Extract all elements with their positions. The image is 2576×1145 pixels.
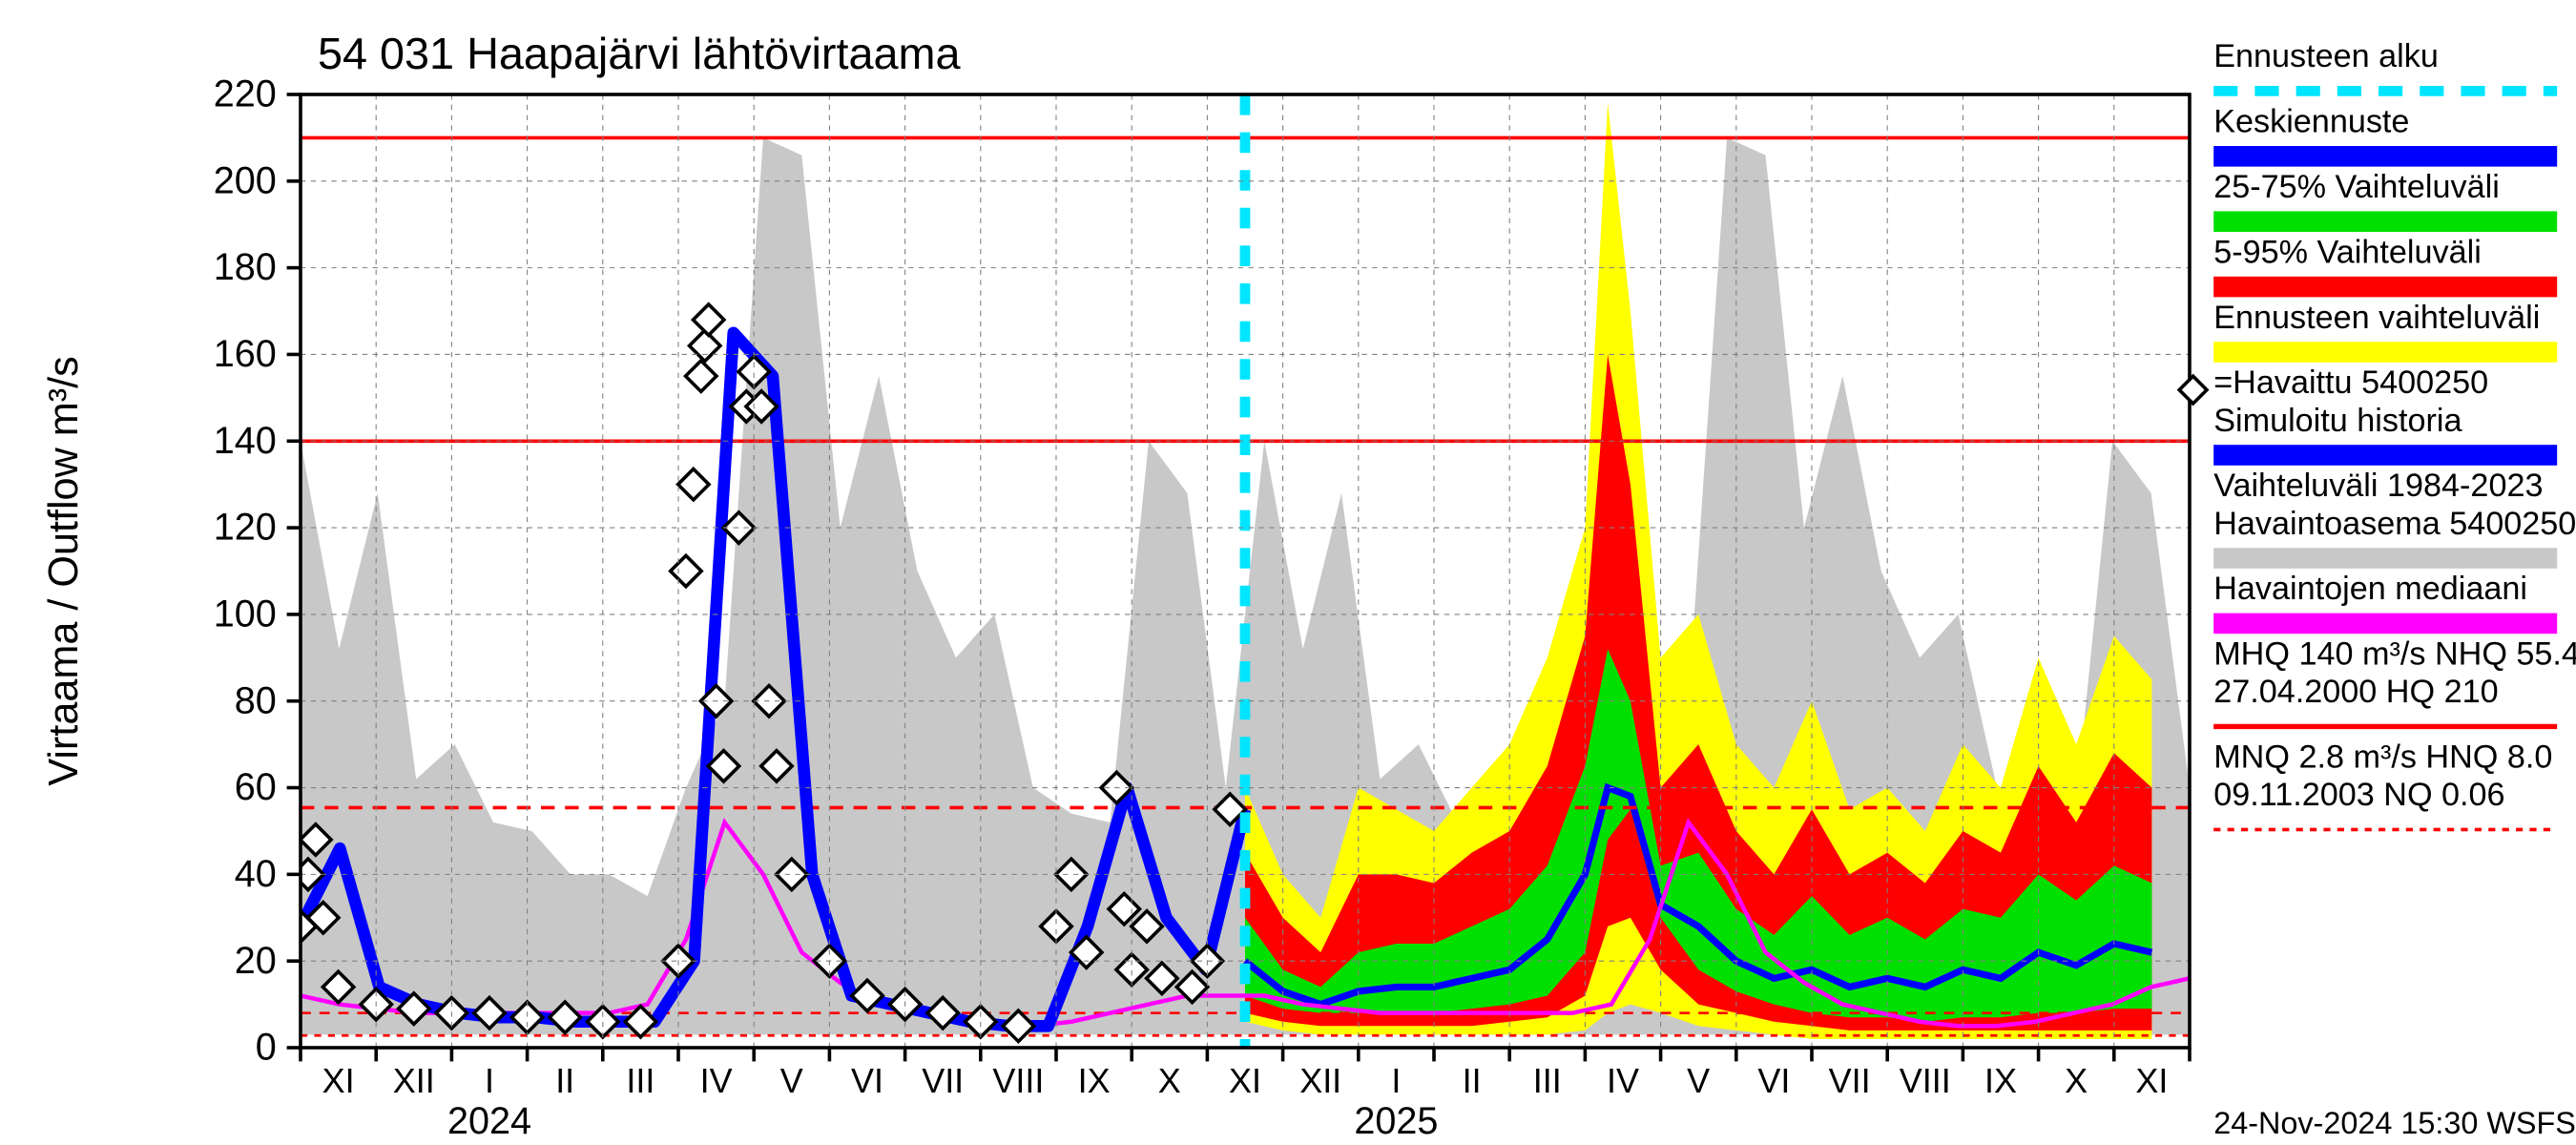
svg-text:II: II (555, 1061, 574, 1100)
svg-text:27.04.2000 HQ 210: 27.04.2000 HQ 210 (2213, 674, 2498, 710)
svg-text:Simuloitu historia: Simuloitu historia (2213, 403, 2462, 439)
svg-text:VII: VII (922, 1061, 964, 1100)
svg-text:20: 20 (235, 940, 277, 982)
svg-text:IV: IV (700, 1061, 733, 1100)
svg-text:VIII: VIII (1900, 1061, 1951, 1100)
svg-text:XI: XI (322, 1061, 355, 1100)
svg-text:09.11.2003 NQ 0.06: 09.11.2003 NQ 0.06 (2213, 777, 2504, 813)
svg-text:XI: XI (1229, 1061, 1261, 1100)
svg-text:100: 100 (214, 593, 277, 635)
svg-text:XII: XII (393, 1061, 435, 1100)
svg-text:140: 140 (214, 420, 277, 462)
svg-text:54 031 Haapajärvi lähtövirtaam: 54 031 Haapajärvi lähtövirtaama (318, 29, 962, 78)
svg-text:MHQ 140 m³/s NHQ 55.4: MHQ 140 m³/s NHQ 55.4 (2213, 636, 2576, 673)
svg-text:IX: IX (1984, 1061, 2017, 1100)
svg-text:Havaintoasema 5400250: Havaintoasema 5400250 (2213, 506, 2576, 542)
svg-text:X: X (1158, 1061, 1181, 1100)
svg-text:5-95% Vaihteluväli: 5-95% Vaihteluväli (2213, 234, 2482, 270)
svg-text:XII: XII (1299, 1061, 1341, 1100)
svg-text:Ennusteen vaihteluväli: Ennusteen vaihteluväli (2213, 300, 2540, 336)
svg-text:220: 220 (214, 73, 277, 115)
svg-text:V: V (780, 1061, 803, 1100)
svg-text:120: 120 (214, 507, 277, 549)
svg-text:VII: VII (1829, 1061, 1871, 1100)
svg-text:60: 60 (235, 766, 277, 808)
svg-text:III: III (626, 1061, 654, 1100)
svg-text:2024: 2024 (447, 1100, 531, 1142)
svg-text:Vaihteluväli 1984-2023: Vaihteluväli 1984-2023 (2213, 468, 2543, 504)
svg-text:Keskiennuste: Keskiennuste (2213, 104, 2409, 140)
svg-text:2025: 2025 (1354, 1100, 1438, 1142)
svg-text:200: 200 (214, 159, 277, 201)
svg-text:0: 0 (256, 1027, 277, 1069)
svg-text:III: III (1533, 1061, 1562, 1100)
svg-text:VIII: VIII (992, 1061, 1044, 1100)
svg-text:VI: VI (851, 1061, 883, 1100)
svg-text:25-75% Vaihteluväli: 25-75% Vaihteluväli (2213, 169, 2500, 205)
svg-text:24-Nov-2024 15:30 WSFS-O: 24-Nov-2024 15:30 WSFS-O (2213, 1106, 2576, 1140)
svg-text:I: I (1391, 1061, 1401, 1100)
svg-text:IX: IX (1078, 1061, 1111, 1100)
svg-text:180: 180 (214, 246, 277, 288)
svg-text:MNQ 2.8 m³/s HNQ 8.0: MNQ 2.8 m³/s HNQ 8.0 (2213, 739, 2552, 776)
svg-text:I: I (485, 1061, 494, 1100)
svg-text:80: 80 (235, 679, 277, 721)
svg-text:Ennusteen alku: Ennusteen alku (2213, 38, 2439, 74)
svg-text:XI: XI (2135, 1061, 2168, 1100)
svg-text:IV: IV (1607, 1061, 1639, 1100)
svg-text:Virtaama / Outflow m³/s: Virtaama / Outflow m³/s (41, 356, 87, 785)
svg-text:II: II (1463, 1061, 1482, 1100)
svg-text:40: 40 (235, 853, 277, 895)
svg-text:160: 160 (214, 333, 277, 375)
svg-text:V: V (1687, 1061, 1710, 1100)
svg-text:X: X (2065, 1061, 2088, 1100)
svg-text:Havaintojen mediaani: Havaintojen mediaani (2213, 571, 2527, 607)
svg-text:VI: VI (1757, 1061, 1790, 1100)
svg-text:=Havaittu 5400250: =Havaittu 5400250 (2213, 364, 2488, 401)
